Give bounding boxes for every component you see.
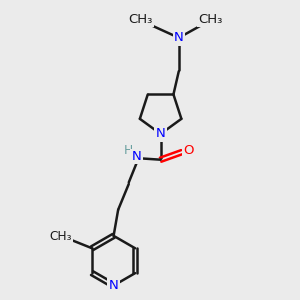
Text: N: N (131, 150, 141, 163)
Text: N: N (156, 128, 166, 140)
Text: CH₃: CH₃ (199, 13, 223, 26)
Text: CH₃: CH₃ (129, 13, 153, 26)
Text: CH₃: CH₃ (50, 230, 72, 243)
Text: N: N (174, 31, 184, 44)
Text: O: O (183, 144, 194, 157)
Text: H: H (124, 144, 134, 157)
Text: N: N (109, 279, 118, 292)
